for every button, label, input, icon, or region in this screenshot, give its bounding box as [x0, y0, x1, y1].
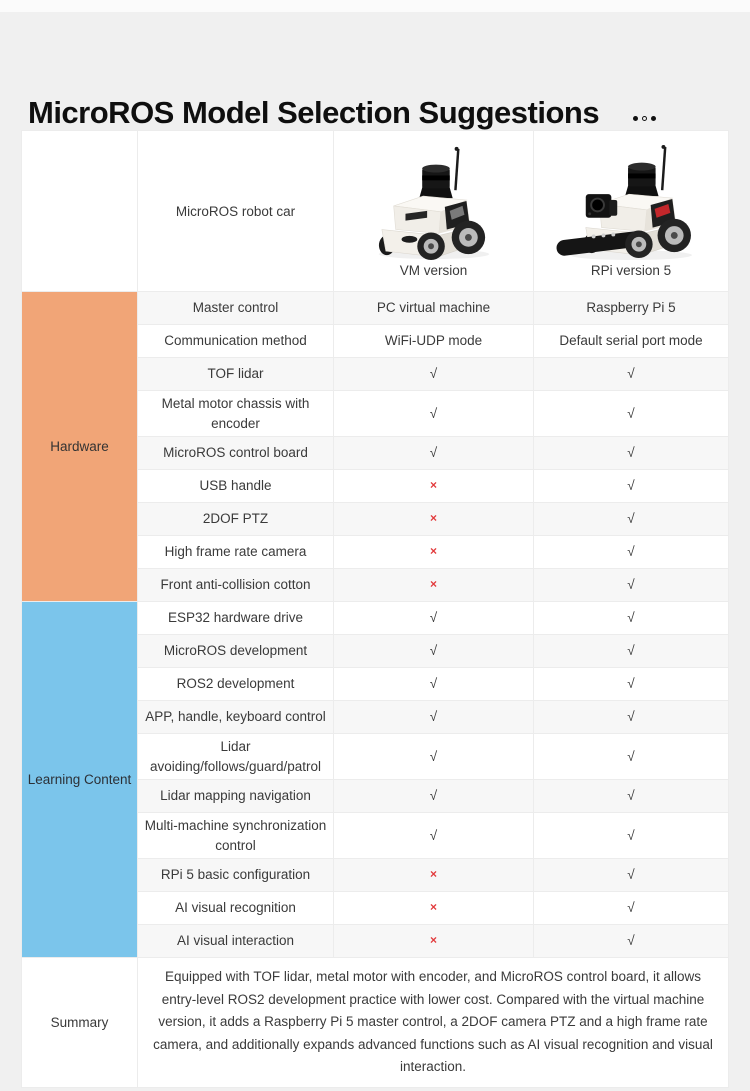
feature-cell: MicroROS control board [137, 436, 334, 470]
feature-cell: Metal motor chassis with encoder [137, 390, 334, 437]
rpi-value-cell: √ [533, 469, 729, 503]
rpi-value-cell: √ [533, 436, 729, 470]
section-label-hardware: Hardware [21, 291, 138, 602]
vm-value-cell: √ [333, 436, 534, 470]
vm-value-cell: × [333, 891, 534, 925]
feature-cell: Multi-machine synchronization control [137, 812, 334, 859]
dot-open-icon [642, 116, 648, 121]
table-row: TOF lidar √ √ [22, 357, 729, 391]
feature-cell: APP, handle, keyboard control [137, 700, 334, 734]
table-row: AI visual recognition × √ [22, 891, 729, 925]
rpi-value-cell: √ [533, 502, 729, 536]
vm-value-cell: √ [333, 700, 534, 734]
rpi-version-caption: RPi version 5 [590, 263, 672, 278]
feature-cell: Communication method [137, 324, 334, 358]
rpi-value-cell: √ [533, 812, 729, 859]
rpi-value-cell: √ [533, 357, 729, 391]
rpi-robot-image [556, 144, 692, 261]
table-row: Front anti-collision cotton × √ [22, 568, 729, 602]
rpi-value-cell: √ [533, 667, 729, 701]
summary-text: Equipped with TOF lidar, metal motor wit… [137, 957, 729, 1088]
vm-value-cell: √ [333, 634, 534, 668]
feature-cell: AI visual recognition [137, 891, 334, 925]
feature-cell: Lidar mapping navigation [137, 779, 334, 813]
table-row: MicroROS development √ √ [22, 634, 729, 668]
feature-cell: ROS2 development [137, 667, 334, 701]
feature-cell: High frame rate camera [137, 535, 334, 569]
vm-value-cell: × [333, 535, 534, 569]
vm-value-cell: × [333, 568, 534, 602]
rpi-value-cell: √ [533, 601, 729, 635]
section-label-learning-content: Learning Content [21, 601, 138, 958]
table-row: Communication method WiFi-UDP mode Defau… [22, 324, 729, 358]
vm-robot-image [378, 146, 489, 261]
vm-value-cell: √ [333, 779, 534, 813]
dot-filled-icon [633, 116, 639, 121]
rpi-value-cell: √ [533, 733, 729, 780]
vm-value-cell: × [333, 858, 534, 892]
feature-cell: 2DOF PTZ [137, 502, 334, 536]
vm-value-cell: × [333, 469, 534, 503]
table-row: AI visual interaction × √ [22, 924, 729, 958]
rpi-value-cell: √ [533, 891, 729, 925]
vm-value-cell: √ [333, 733, 534, 780]
rpi-value-cell: Default serial port mode [533, 324, 729, 358]
feature-cell: MicroROS development [137, 634, 334, 668]
table-row: 2DOF PTZ × √ [22, 502, 729, 536]
robot-row-label: MicroROS robot car [137, 130, 334, 292]
vm-product-cell: VM version [333, 130, 534, 292]
rpi-value-cell: √ [533, 700, 729, 734]
table-row: Lidar mapping navigation √ √ [22, 779, 729, 813]
ellipsis-dots-icon [633, 116, 657, 130]
table-row: APP, handle, keyboard control √ √ [22, 700, 729, 734]
vm-value-cell: × [333, 924, 534, 958]
feature-cell: TOF lidar [137, 357, 334, 391]
rpi-value-cell: √ [533, 390, 729, 437]
vm-value-cell: √ [333, 667, 534, 701]
vm-value-cell: √ [333, 812, 534, 859]
feature-cell: USB handle [137, 469, 334, 503]
table-row: RPi 5 basic configuration × √ [22, 858, 729, 892]
feature-cell: RPi 5 basic configuration [137, 858, 334, 892]
table-header-row: MicroROS robot car [21, 130, 729, 292]
vm-value-cell: √ [333, 601, 534, 635]
comparison-table: MicroROS robot car [21, 130, 729, 1088]
table-row: ROS2 development √ √ [22, 667, 729, 701]
vm-value-cell: √ [333, 390, 534, 437]
table-row: Metal motor chassis with encoder √ √ [22, 390, 729, 437]
page-title: MicroROS Model Selection Suggestions [28, 94, 600, 130]
table-row: Learning Content ESP32 hardware drive √ … [21, 601, 729, 958]
rpi-value-cell: √ [533, 924, 729, 958]
feature-cell: AI visual interaction [137, 924, 334, 958]
top-strip [0, 0, 750, 12]
table-row: High frame rate camera × √ [22, 535, 729, 569]
dot-filled-icon [651, 116, 657, 121]
feature-cell: Lidar avoiding/follows/guard/patrol [137, 733, 334, 780]
rpi-value-cell: √ [533, 779, 729, 813]
table-row: Hardware Master control PC virtual machi… [21, 291, 729, 602]
vm-value-cell: PC virtual machine [333, 291, 534, 325]
table-row: USB handle × √ [22, 469, 729, 503]
vm-version-caption: VM version [399, 263, 468, 278]
rpi-value-cell: √ [533, 634, 729, 668]
rpi-value-cell: √ [533, 858, 729, 892]
rpi-value-cell: √ [533, 535, 729, 569]
feature-cell: Master control [137, 291, 334, 325]
rpi-value-cell: √ [533, 568, 729, 602]
rpi-value-cell: Raspberry Pi 5 [533, 291, 729, 325]
table-row: Multi-machine synchronization control √ … [22, 812, 729, 859]
summary-row: Summary Equipped with TOF lidar, metal m… [21, 957, 729, 1088]
rpi-product-cell: RPi version 5 [533, 130, 729, 292]
summary-label: Summary [21, 957, 138, 1088]
vm-value-cell: WiFi-UDP mode [333, 324, 534, 358]
vm-value-cell: × [333, 502, 534, 536]
feature-cell: ESP32 hardware drive [137, 601, 334, 635]
title-row: MicroROS Model Selection Suggestions [0, 12, 750, 130]
vm-value-cell: √ [333, 357, 534, 391]
feature-cell: Front anti-collision cotton [137, 568, 334, 602]
blank-cell [21, 130, 138, 292]
